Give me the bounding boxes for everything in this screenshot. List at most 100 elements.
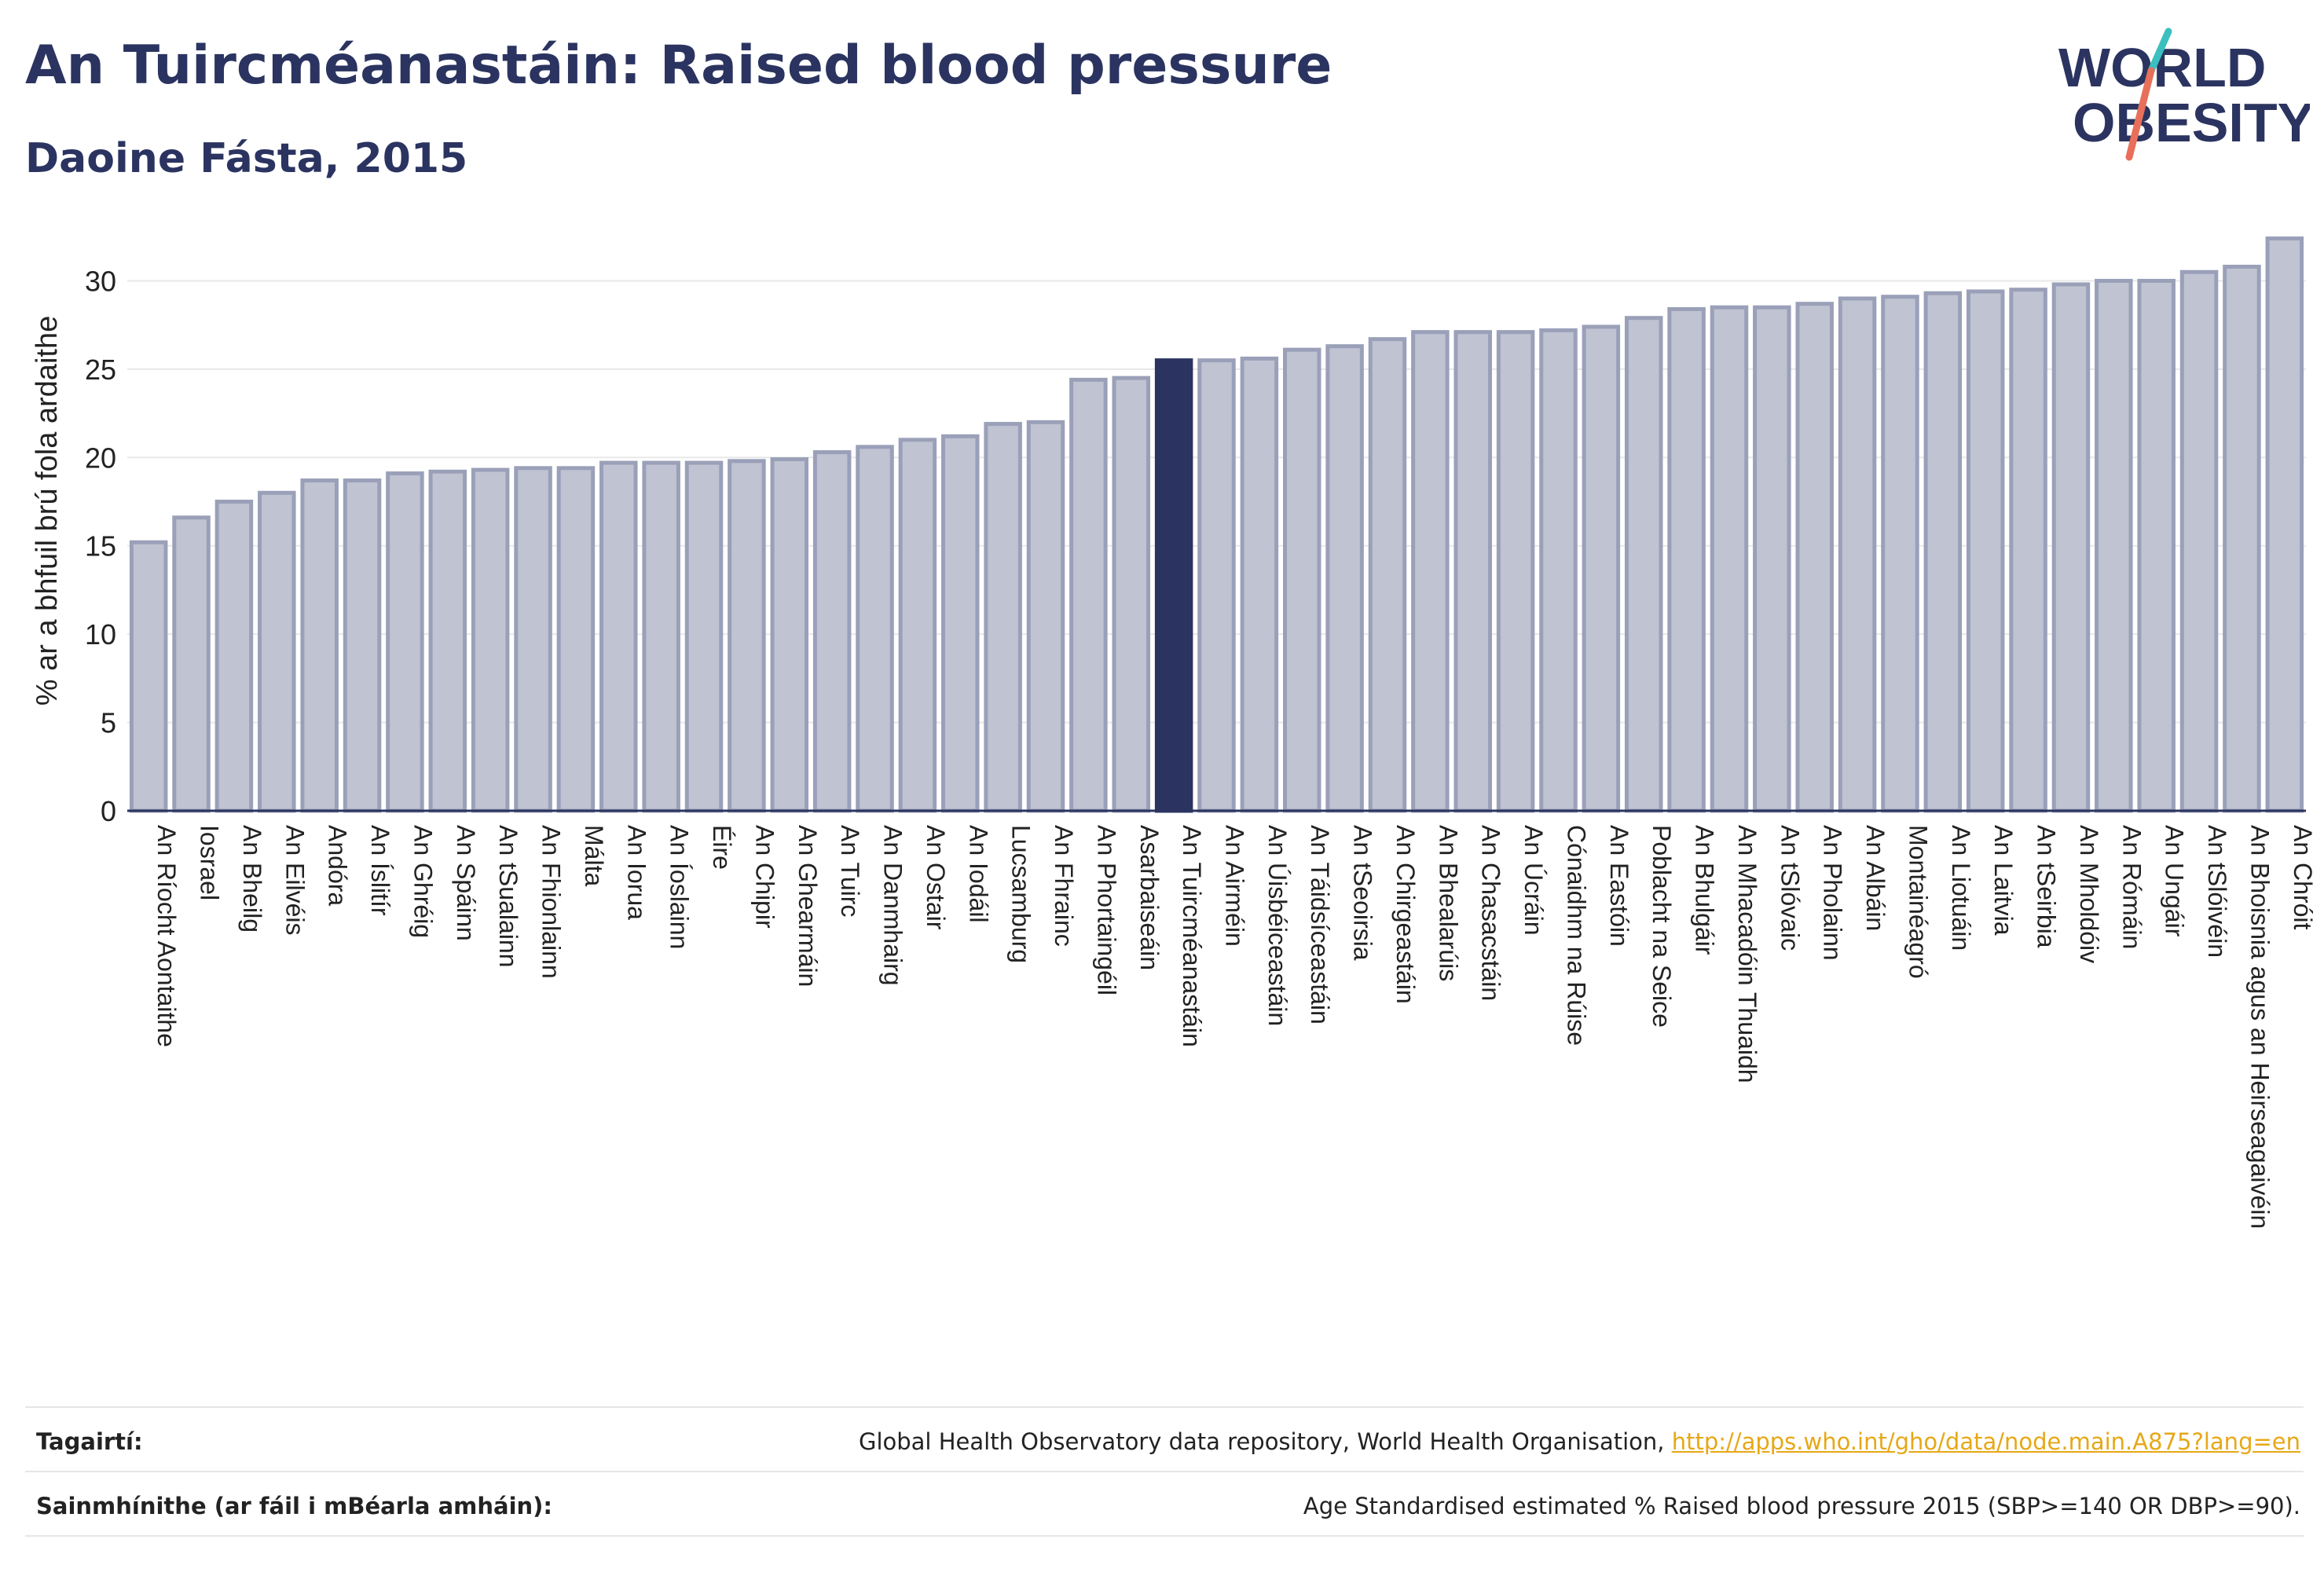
- references-text: Global Health Observatory data repositor…: [858, 1428, 1665, 1455]
- x-tick-label: An Chasacstáin: [1477, 825, 1505, 1001]
- bar: [1026, 420, 1065, 813]
- x-tick-label: An tSlóvaic: [1776, 825, 1804, 951]
- label-layer: 0 5 10 15 20 25 30 An Ríocht Aontaithe Iosrael An…: [85, 265, 2317, 1229]
- bar: [2009, 288, 2047, 813]
- bar: [428, 469, 467, 813]
- bar: [1838, 296, 1877, 813]
- page-subtitle: Daoine Fásta, 2015: [25, 135, 468, 182]
- x-tick-label: An Iorua: [622, 825, 651, 920]
- x-tick-label: An Mholdóiv: [2075, 825, 2103, 963]
- x-tick-label: An Rómáin: [2117, 825, 2146, 949]
- bar: [1624, 316, 1663, 813]
- bar: [1881, 295, 1919, 813]
- x-tick-label: An Ghearmáin: [794, 825, 822, 987]
- bar: [1539, 328, 1578, 813]
- x-tick-label: An Úisbéiceastáin: [1263, 825, 1292, 1026]
- y-tick-label: 20: [85, 442, 116, 474]
- bar: [1582, 324, 1621, 813]
- x-tick-label: An Eilvéis: [280, 825, 309, 936]
- definitions-label: Sainmhínithe (ar fáil i mBéarla amháin):: [36, 1493, 553, 1519]
- bar: [2265, 236, 2304, 813]
- bar: [984, 422, 1022, 813]
- bar: [1411, 330, 1450, 813]
- x-tick-label: An Ostair: [922, 825, 950, 930]
- x-tick-label: An Chirgeastáin: [1391, 825, 1420, 1004]
- page-title: An Tuircméanastáin: Raised blood pressur…: [25, 35, 1332, 97]
- bar: [684, 460, 724, 813]
- bar: [514, 466, 552, 813]
- bar: [258, 490, 296, 813]
- bar: [1240, 356, 1279, 813]
- x-tick-label: An Airméin: [1221, 825, 1249, 947]
- footer-divider-middle: [25, 1471, 2304, 1472]
- definitions-value: Age Standardised estimated % Raised bloo…: [1303, 1493, 2300, 1519]
- x-tick-label: An Laitvia: [1989, 825, 2018, 936]
- x-tick-label: An Albáin: [1861, 825, 1890, 931]
- x-tick-label: An Mhacadóin Thuaidh: [1733, 825, 1761, 1083]
- logo-line2: OBESITY: [2073, 92, 2310, 153]
- x-tick-label: Iosrael: [196, 825, 224, 900]
- references-value: Global Health Observatory data repositor…: [859, 1428, 2300, 1455]
- x-tick-label: An Táidsíceastáin: [1306, 825, 1334, 1024]
- x-tick-label: Andóra: [324, 825, 352, 906]
- x-tick-label: An Úcráin: [1519, 825, 1548, 936]
- bar: [1923, 291, 1963, 813]
- x-tick-label: An Pholainn: [1819, 825, 1847, 961]
- x-tick-label: An Liotuáin: [1947, 825, 1975, 951]
- bar: [172, 515, 211, 813]
- references-link[interactable]: http://apps.who.int/gho/data/node.main.A…: [1671, 1428, 2300, 1455]
- x-tick-label: An tSlóivéin: [2203, 825, 2231, 958]
- bar: [2137, 278, 2176, 813]
- footer-divider-bottom: [25, 1535, 2304, 1537]
- x-tick-label: An Chróit: [2289, 825, 2317, 930]
- bar: [1197, 358, 1236, 813]
- x-tick-label: An Bhulgáir: [1691, 825, 1719, 955]
- bar: [1795, 302, 1834, 813]
- bar: [2051, 282, 2091, 813]
- x-tick-label: An Ungáir: [2161, 825, 2189, 937]
- bar: [599, 460, 638, 813]
- x-tick-label: Cónaidhm na Rúise: [1562, 825, 1590, 1046]
- world-obesity-logo: WORLD OBESITY: [2058, 27, 2310, 161]
- bar: [386, 471, 424, 813]
- x-tick-label: An Ghréig: [409, 825, 437, 938]
- bar: [1282, 347, 1321, 813]
- y-tick-label: 5: [101, 707, 116, 739]
- x-tick-label: An Fhrainc: [1050, 825, 1078, 947]
- bar: [471, 467, 510, 813]
- bar: [941, 434, 980, 813]
- bar: [1112, 376, 1151, 813]
- y-tick-label: 30: [85, 265, 116, 297]
- bar: [2223, 264, 2261, 813]
- x-tick-label: An Bheilg: [238, 825, 266, 933]
- bar: [1368, 337, 1407, 813]
- bar: [1069, 377, 1108, 813]
- bar: [343, 478, 382, 813]
- x-tick-label: An tSualainn: [494, 825, 522, 967]
- bar: [2095, 278, 2133, 813]
- x-tick-label: An Iodáil: [964, 825, 992, 923]
- x-tick-label: An Bhoisnia agus an Heirseagaivéin: [2245, 825, 2274, 1229]
- x-tick-label: An Spáinn: [452, 825, 480, 941]
- bar: [1667, 306, 1706, 813]
- bar: [1966, 289, 2005, 813]
- bar: [129, 540, 168, 813]
- y-axis-label: % ar a bhfuil brú fola ardaithe: [31, 316, 64, 706]
- x-tick-label: An Fhionlainn: [537, 825, 566, 979]
- bar: [898, 438, 937, 813]
- bar: [1325, 344, 1364, 813]
- y-tick-label: 10: [85, 618, 116, 651]
- x-tick-label: An Phortaingéil: [1092, 825, 1120, 995]
- y-tick-label: 15: [85, 530, 116, 563]
- references-label: Tagairtí:: [36, 1428, 143, 1455]
- logo-slash-teal-icon: [2147, 27, 2172, 75]
- x-tick-label: An Danmhairg: [879, 825, 907, 986]
- y-tick-label: 0: [101, 795, 116, 827]
- logo-slash-coral-icon: [2125, 67, 2155, 161]
- x-tick-label: Montainéagró: [1904, 825, 1932, 979]
- x-tick-label: An Tuirc: [836, 825, 864, 917]
- bar: [856, 445, 894, 813]
- footer-divider-top: [25, 1406, 2304, 1408]
- bar: [770, 457, 809, 813]
- y-tick-label: 25: [85, 354, 116, 386]
